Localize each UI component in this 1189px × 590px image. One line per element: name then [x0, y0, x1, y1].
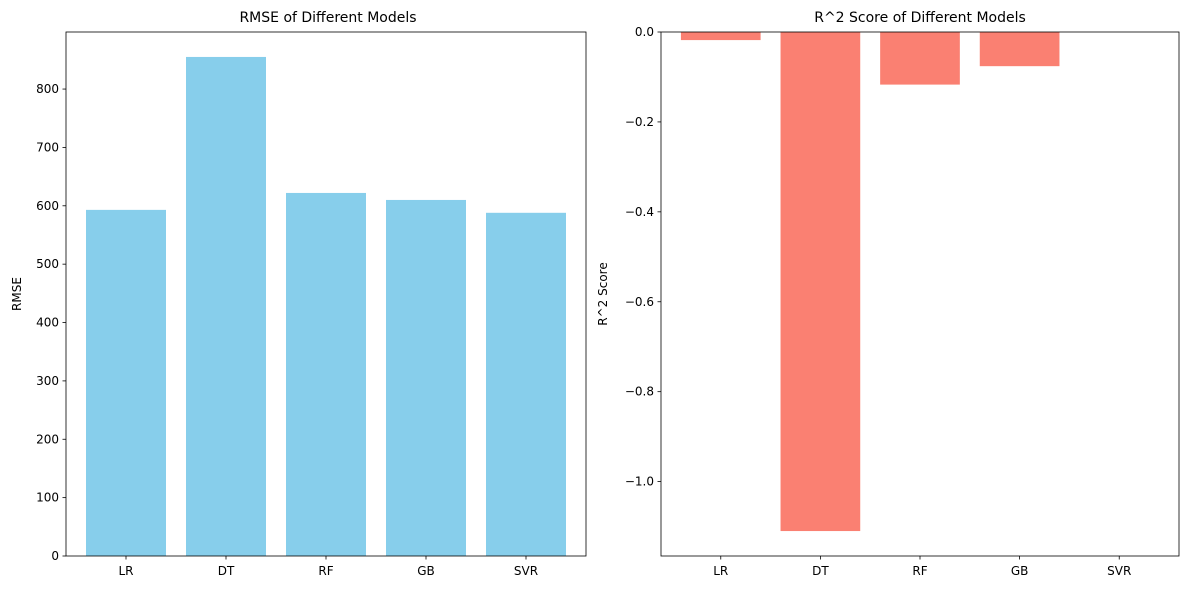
r2-bar-lr [680, 32, 761, 41]
rmse-plot-frame [65, 31, 587, 557]
r2-y-tick-label: 0.0 [635, 25, 654, 39]
r2-x-tick-label: RF [912, 564, 927, 578]
rmse-y-tick-label: 400 [36, 316, 59, 330]
r2-plot-frame [660, 31, 1180, 557]
rmse-y-tick-label: 0 [51, 549, 59, 563]
rmse-bar-lr [86, 209, 166, 556]
rmse-y-tick-label: 800 [36, 82, 59, 96]
r2-x-tick-label: SVR [1107, 564, 1131, 578]
r2-y-axis-label: R^2 Score [596, 262, 610, 325]
rmse-x-tick-label: RF [318, 564, 333, 578]
rmse-bar-rf [286, 192, 366, 556]
r2-y-tick-label: −0.6 [625, 295, 654, 309]
rmse-y-tick-label: 100 [36, 491, 59, 505]
r2-x-tick-label: GB [1011, 564, 1029, 578]
rmse-y-tick-label: 300 [36, 374, 59, 388]
rmse-y-tick-label: 700 [36, 140, 59, 154]
r2-x-tick-label: DT [812, 564, 829, 578]
rmse-x-tick-label: LR [118, 564, 133, 578]
r2-y-tick-label: −1.0 [625, 475, 654, 489]
r2-x-tick-label: LR [713, 564, 728, 578]
rmse-y-axis-label: RMSE [10, 277, 24, 311]
rmse-chart-title: RMSE of Different Models [239, 10, 416, 26]
r2-bar-rf [880, 32, 960, 85]
r2-y-tick-label: −0.4 [625, 205, 654, 219]
r2-bar-dt [780, 32, 861, 532]
rmse-bar-svr [486, 212, 566, 557]
r2-y-tick-label: −0.2 [625, 115, 654, 129]
rmse-y-tick-label: 600 [36, 199, 59, 213]
rmse-x-tick-label: DT [218, 564, 235, 578]
rmse-x-tick-label: GB [417, 564, 435, 578]
rmse-y-tick-label: 500 [36, 257, 59, 271]
rmse-x-tick-label: SVR [514, 564, 538, 578]
r2-chart-title: R^2 Score of Different Models [814, 10, 1026, 26]
r2-bar-gb [979, 32, 1060, 67]
rmse-chart-marks: LR DT RF GB SVR 0 100 200 300 400 500 600 700 800 [36, 56, 566, 578]
rmse-y-tick-label: 200 [36, 432, 59, 446]
r2-chart-panel: R^2 Score of Different Models R^2 Score … [596, 10, 1180, 578]
rmse-bar-gb [386, 199, 466, 556]
r2-chart-marks: LR DT RF GB SVR 0.0 −0.2 −0.4 −0.6 −0.8 −1.0 [625, 25, 1131, 578]
rmse-chart-panel: RMSE of Different Models RMSE LR DT RF GB SV… [10, 10, 587, 578]
rmse-bar-dt [186, 56, 266, 556]
r2-y-tick-label: −0.8 [625, 385, 654, 399]
